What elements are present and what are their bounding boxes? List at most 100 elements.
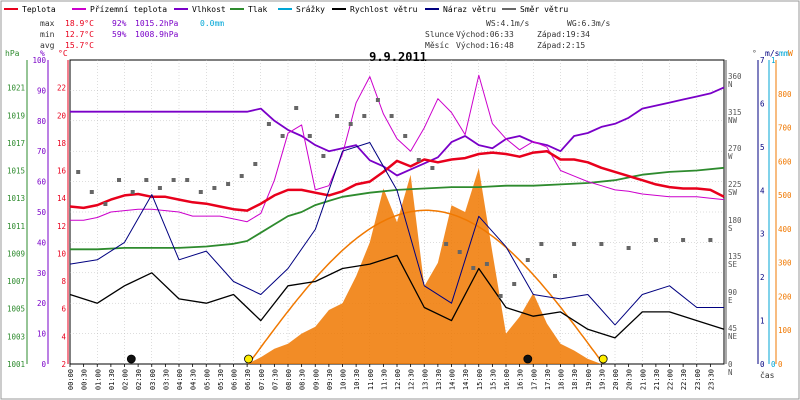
axis-tick-solar_w: 300 <box>778 259 792 268</box>
x-tick-label: 07:30 <box>271 369 279 390</box>
x-tick-label: 13:00 <box>421 369 429 390</box>
wind-direction-point <box>653 238 658 242</box>
wind-direction-point <box>307 134 312 138</box>
wind-direction-point <box>103 202 108 206</box>
axis-tick-pressure_hpa: 1013 <box>7 194 25 203</box>
x-tick-label: 16:30 <box>517 369 525 390</box>
axis-tick-pressure_hpa: 1003 <box>7 332 25 341</box>
x-tick-label: 22:00 <box>667 369 675 390</box>
x-tick-label: 15:00 <box>476 369 484 390</box>
plot-area <box>69 74 725 365</box>
wind-direction-point <box>185 178 190 182</box>
wind-direction-point <box>572 242 577 246</box>
x-tick-label: 02:30 <box>135 369 143 390</box>
x-tick-label: 07:00 <box>258 369 266 390</box>
axis-tick-name-direction_deg: N <box>728 368 733 377</box>
series-line-tlak <box>70 166 725 251</box>
wind-gust-info: WG:6.3m/s <box>567 19 611 28</box>
axis-tick-humidity_pct: 90 <box>37 86 47 95</box>
x-tick-label: 22:30 <box>680 369 688 390</box>
axis-tick-humidity_pct: 70 <box>37 147 47 156</box>
chart-title: 9.9.2011 <box>369 50 427 64</box>
x-tick-label: 09:30 <box>326 369 334 390</box>
unit-w: W <box>788 49 793 58</box>
x-tick-label: 18:30 <box>571 369 579 390</box>
axis-tick-wind_ms: 4 <box>760 186 765 195</box>
axis-tick-temp_c: 20 <box>57 111 67 120</box>
wind-direction-point <box>389 114 394 118</box>
axis-tick-humidity_pct: 40 <box>37 238 47 247</box>
moon-marker <box>523 354 533 364</box>
axis-tick-name-direction_deg: W <box>728 152 733 161</box>
unit-celsius: °C <box>58 49 68 58</box>
x-tick-label: 01:00 <box>94 369 102 390</box>
axis-tick-temp_c: 16 <box>57 167 67 176</box>
sun-marker <box>598 354 608 364</box>
x-tick-label: 11:30 <box>380 369 388 390</box>
wind-direction-point <box>89 190 94 194</box>
x-tick-label: 17:00 <box>530 369 538 390</box>
x-tick-label: 03:30 <box>162 369 170 390</box>
unit-pct: % <box>40 49 45 58</box>
axis-tick-wind_ms: 3 <box>760 230 765 239</box>
x-tick-label: 23:00 <box>694 369 702 390</box>
axis-tick-temp_c: 18 <box>57 139 67 148</box>
axis-tick-pressure_hpa: 1001 <box>7 360 25 369</box>
axis-tick-solar_w: 500 <box>778 191 792 200</box>
wind-direction-point <box>144 178 149 182</box>
axis-tick-solar_w: 600 <box>778 157 792 166</box>
sun-set: Západ:19:34 <box>537 30 590 39</box>
axis-tick-solar_w: 100 <box>778 326 792 335</box>
stats-min-label: min <box>40 30 55 39</box>
wind-direction-point <box>198 190 203 194</box>
x-tick-label: 03:00 <box>149 369 157 390</box>
legend-label: Přízemní teplota <box>90 5 167 14</box>
axis-tick-wind_ms: 5 <box>760 143 765 152</box>
x-tick-label: 08:00 <box>285 369 293 390</box>
wind-direction-point <box>348 122 353 126</box>
legend-label: Srážky <box>296 5 325 14</box>
wind-direction-point <box>471 266 476 270</box>
axis-tick-name-direction_deg: SW <box>728 188 738 197</box>
axis-tick-pressure_hpa: 1021 <box>7 84 25 93</box>
moon-label: Měsíc <box>425 41 449 50</box>
x-tick-label: 20:30 <box>626 369 634 390</box>
x-tick-label: 12:00 <box>394 369 402 390</box>
x-tick-label: 14:00 <box>449 369 457 390</box>
axis-tick-name-direction_deg: NW <box>728 116 738 125</box>
stats-avg-label: avg <box>40 41 55 50</box>
sun-elevation-curve <box>247 209 604 365</box>
wind-direction-point <box>212 186 217 190</box>
axis-tick-temp_c: 22 <box>57 84 66 93</box>
x-tick-label: 19:30 <box>598 369 606 390</box>
axis-tick-temp_c: 6 <box>61 305 66 314</box>
axis-tick-humidity_pct: 80 <box>37 117 47 126</box>
unit-deg: ° <box>752 49 757 58</box>
axis-tick-direction_deg: 90 <box>728 288 738 297</box>
axis-tick-humidity_pct: 30 <box>37 269 47 278</box>
moon-marker <box>126 354 136 364</box>
wind-direction-point <box>280 134 285 138</box>
axis-tick-humidity_pct: 50 <box>37 208 47 217</box>
axis-tick-rain_mm: 0 <box>771 360 776 369</box>
sun-label: Slunce <box>425 30 454 39</box>
x-tick-label: 20:00 <box>612 369 620 390</box>
wind-direction-point <box>403 134 408 138</box>
stats-min-hum: 59% <box>112 30 127 39</box>
axis-tick-humidity_pct: 0 <box>41 360 46 369</box>
axis-tick-humidity_pct: 60 <box>37 178 47 187</box>
axis-units: hPa % °C ° m/s mm W <box>5 49 793 58</box>
legend: Teplota Přízemní teplota Vlhkost Tlak Srážky… <box>4 5 568 14</box>
axis-tick-direction_deg: 360 <box>728 72 742 81</box>
series-area-solar <box>247 168 602 364</box>
x-tick-label: 17:30 <box>544 369 552 390</box>
wind-direction-point <box>498 294 503 298</box>
axis-tick-temp_c: 8 <box>61 277 66 286</box>
wind-speed-info: WS:4.1m/s <box>486 19 530 28</box>
x-tick-label: 04:00 <box>176 369 184 390</box>
series-line-náraz-větru <box>69 142 724 326</box>
wind-direction-point <box>599 242 604 246</box>
axis-tick-pressure_hpa: 1009 <box>7 249 25 258</box>
wind-direction-point <box>416 158 421 162</box>
axis-tick-temp_c: 10 <box>57 249 67 258</box>
